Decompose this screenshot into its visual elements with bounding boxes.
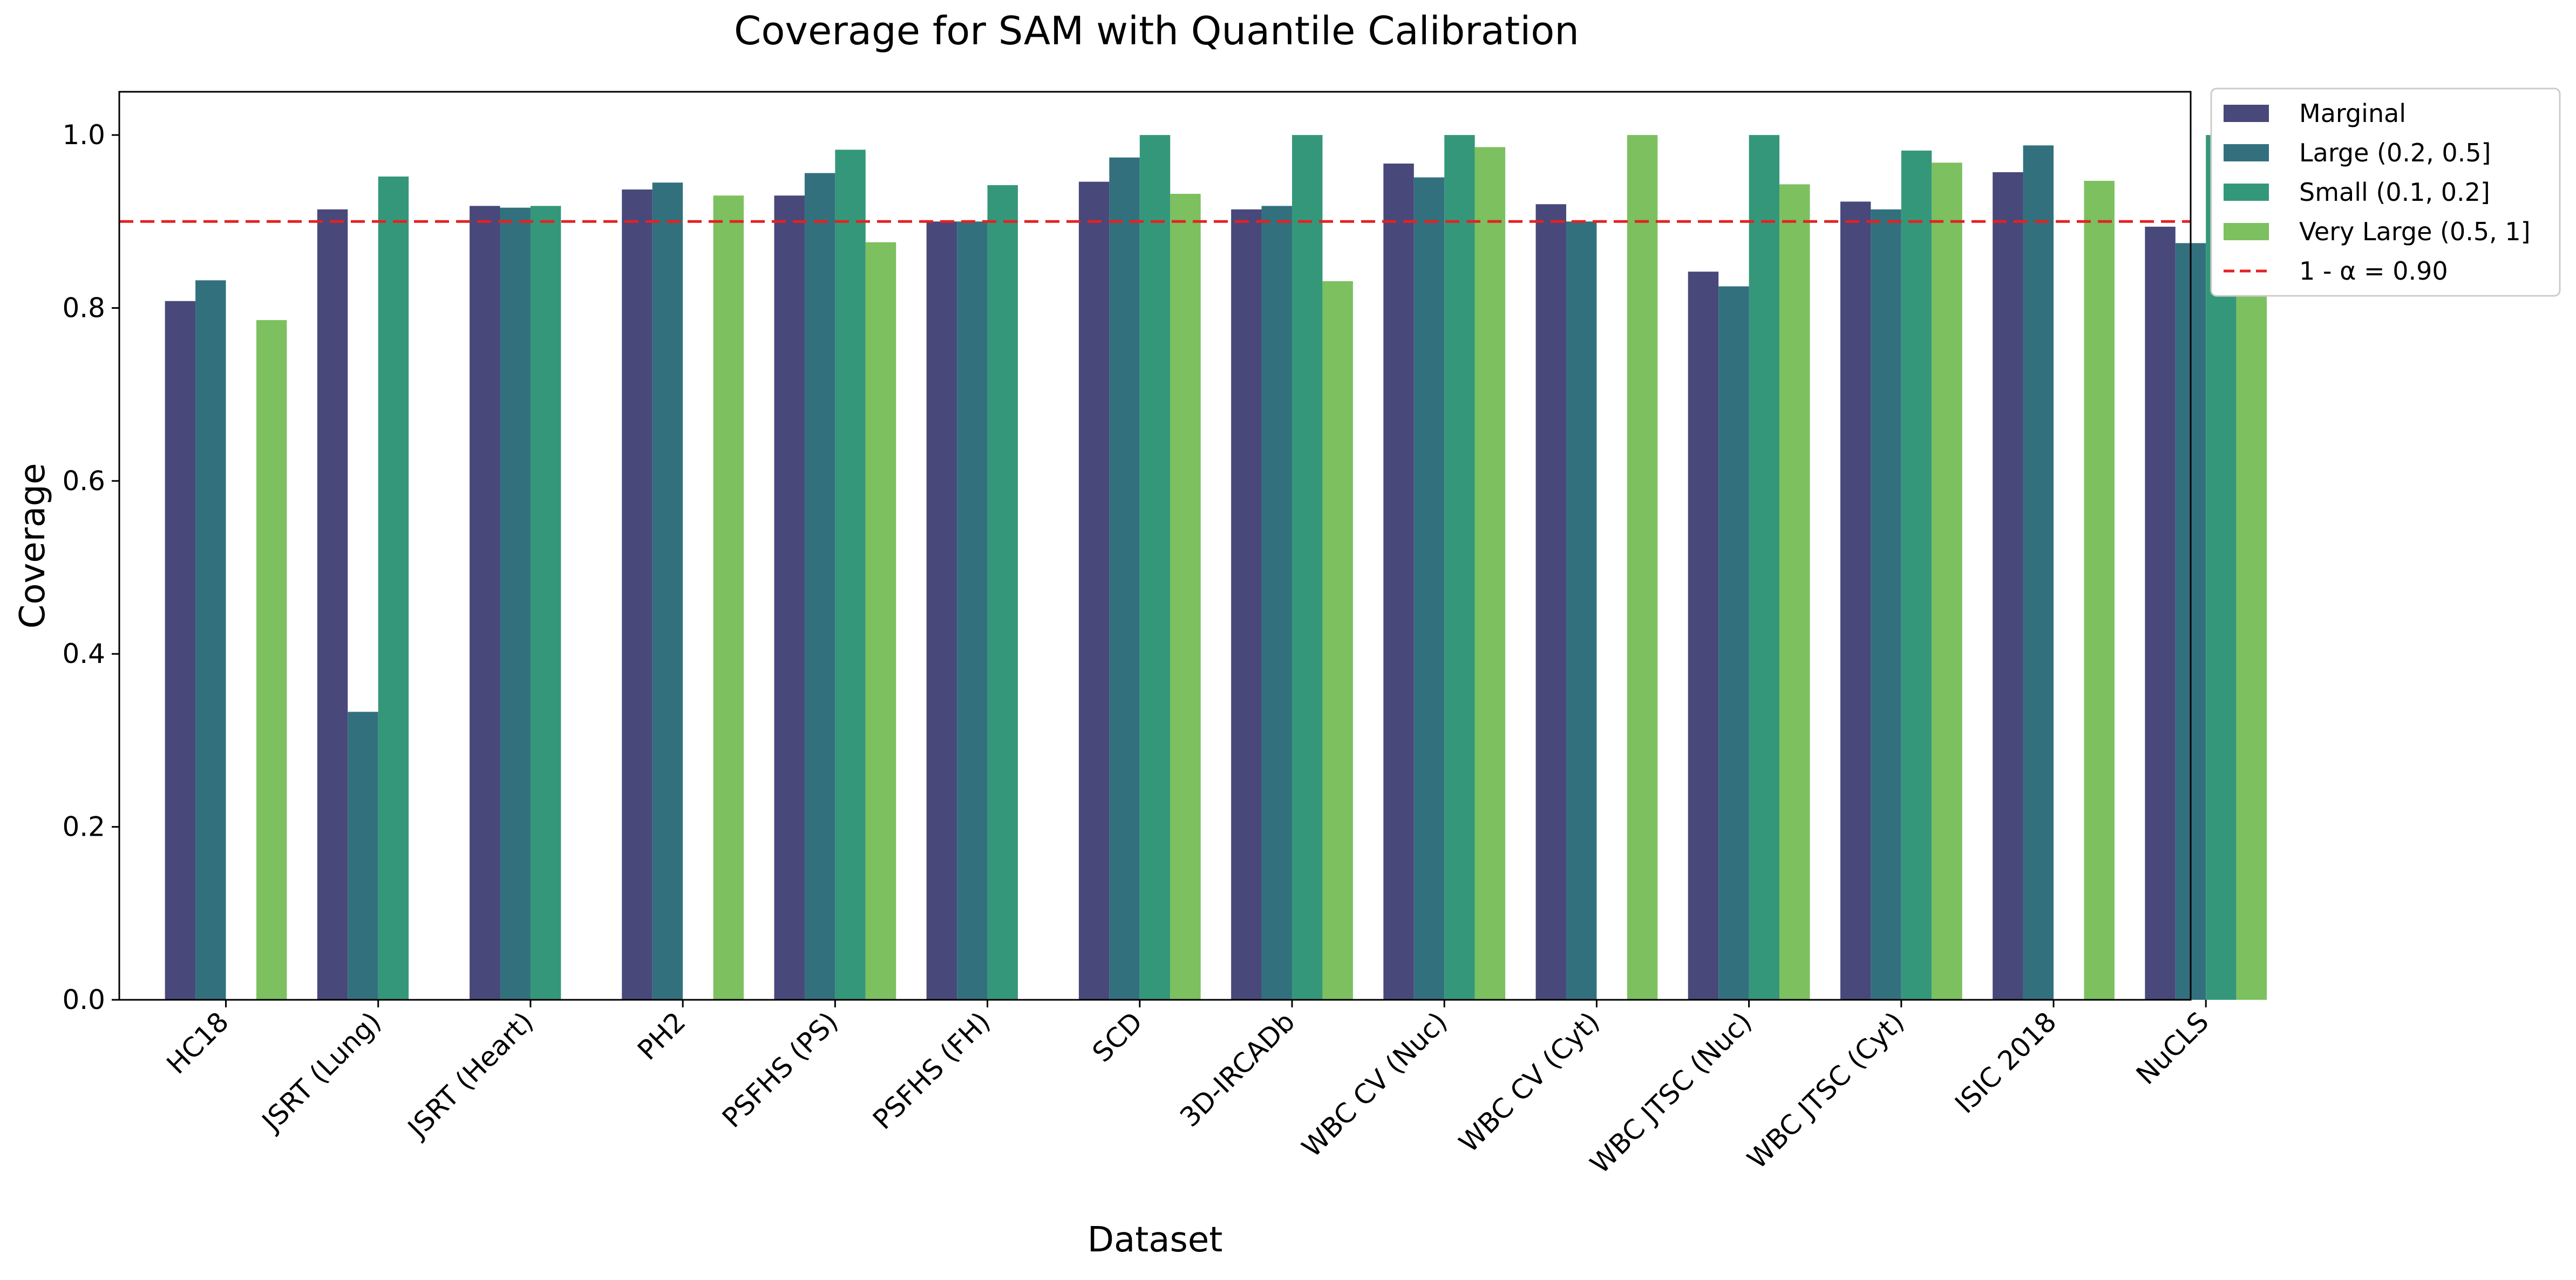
bar-series-3-category-6 bbox=[1170, 194, 1201, 1000]
bar-series-3-category-13 bbox=[2236, 219, 2267, 1000]
bar-series-2-category-11 bbox=[1901, 150, 1932, 1000]
bar-series-1-category-8 bbox=[1413, 177, 1445, 1000]
bar-series-3-category-0 bbox=[256, 320, 287, 1000]
bar-series-1-category-0 bbox=[195, 280, 226, 1000]
bar-series-0-category-3 bbox=[622, 189, 653, 1000]
x-tick-label: WBC CV (Cyt) bbox=[1453, 1006, 1606, 1159]
legend-label: Large (0.2, 0.5] bbox=[2299, 138, 2491, 167]
legend-swatch bbox=[2224, 184, 2269, 201]
bar-series-3-category-10 bbox=[1779, 184, 1810, 1000]
bar-series-2-category-7 bbox=[1292, 135, 1323, 1000]
bar-series-2-category-10 bbox=[1749, 135, 1780, 1000]
bar-series-1-category-6 bbox=[1109, 157, 1140, 1000]
x-tick-label: ISIC 2018 bbox=[1949, 1006, 2062, 1119]
x-tick-label: PH2 bbox=[631, 1006, 691, 1066]
bar-series-3-category-3 bbox=[713, 195, 744, 1000]
legend-swatch bbox=[2224, 105, 2269, 122]
x-tick-label: SCD bbox=[1086, 1006, 1148, 1068]
plot-frame bbox=[118, 91, 2192, 1001]
bar-series-0-category-12 bbox=[1993, 172, 2023, 1000]
legend-label: 1 - α = 0.90 bbox=[2299, 256, 2448, 286]
legend-label: Very Large (0.5, 1] bbox=[2299, 217, 2531, 246]
bar-series-2-category-1 bbox=[378, 176, 409, 1000]
x-tick-label: WBC JTSC (Nuc) bbox=[1584, 1006, 1758, 1180]
bar-series-0-category-2 bbox=[470, 206, 500, 1000]
y-tick-label: 1.0 bbox=[62, 119, 105, 151]
x-tick-label: 3D-IRCADb bbox=[1174, 1006, 1301, 1133]
bar-series-0-category-9 bbox=[1535, 204, 1566, 1000]
bar-series-1-category-1 bbox=[348, 712, 378, 1000]
bar-series-0-category-7 bbox=[1231, 209, 1262, 1000]
bar-series-1-category-9 bbox=[1566, 221, 1597, 1000]
bar-series-0-category-4 bbox=[774, 195, 805, 1000]
bar-series-2-category-5 bbox=[987, 185, 1018, 1000]
bar-series-3-category-7 bbox=[1322, 281, 1353, 1000]
bar-series-0-category-11 bbox=[1840, 201, 1871, 1000]
bar-series-2-category-4 bbox=[835, 150, 866, 1000]
bar-series-1-category-11 bbox=[1871, 209, 1901, 1000]
y-axis: 0.0 0.2 0.4 0.6 0.8 1.0 bbox=[62, 119, 119, 1015]
bar-series-1-category-5 bbox=[957, 221, 988, 1000]
legend-label: Small (0.1, 0.2] bbox=[2299, 178, 2490, 207]
legend-frame bbox=[2210, 87, 2561, 297]
x-axis-label: Dataset bbox=[1088, 1220, 1223, 1260]
bar-series-2-category-8 bbox=[1444, 135, 1475, 1000]
bar-series-1-category-4 bbox=[804, 173, 835, 1000]
bar-series-3-category-4 bbox=[865, 242, 896, 1000]
bar-series-3-category-8 bbox=[1474, 147, 1506, 1000]
bar-series-1-category-2 bbox=[500, 207, 531, 1000]
y-tick-label: 0.8 bbox=[62, 292, 105, 323]
bar-series-3-category-12 bbox=[2084, 180, 2115, 1000]
bar-series-0-category-10 bbox=[1688, 272, 1719, 1000]
legend-label: Marginal bbox=[2299, 99, 2406, 128]
bar-series-3-category-11 bbox=[1932, 162, 1962, 1000]
y-axis-label: Coverage bbox=[13, 463, 53, 629]
bar-series-0-category-6 bbox=[1078, 181, 1110, 1000]
bar-series-1-category-10 bbox=[1718, 286, 1749, 1000]
y-tick-label: 0.6 bbox=[62, 465, 105, 497]
y-tick-label: 0.4 bbox=[62, 638, 105, 669]
legend-swatch bbox=[2224, 223, 2269, 240]
bar-series-2-category-2 bbox=[530, 206, 561, 1000]
x-tick-label: NuCLS bbox=[2130, 1006, 2215, 1091]
x-tick-label: PSFHS (PS) bbox=[716, 1006, 844, 1134]
x-tick-label: WBC JTSC (Cyt) bbox=[1741, 1006, 1910, 1175]
bar-series-1-category-12 bbox=[2023, 145, 2054, 1000]
x-axis: HC18 JSRT (Lung) JSRT (Heart) PH2 PSFHS (PS)… bbox=[161, 1000, 2215, 1180]
bar-series-2-category-6 bbox=[1139, 135, 1171, 1000]
bar-series-0-category-8 bbox=[1383, 163, 1414, 1000]
legend: Marginal Large (0.2, 0.5] Small (0.1, 0.2]… bbox=[2210, 87, 2561, 297]
bar-series-3-category-9 bbox=[1627, 135, 1658, 1000]
x-tick-label: PSFHS (FH) bbox=[867, 1006, 996, 1135]
bars-layer bbox=[165, 135, 2267, 1000]
bar-series-0-category-1 bbox=[317, 209, 348, 1000]
bar-series-1-category-3 bbox=[652, 182, 683, 1000]
bar-series-0-category-13 bbox=[2145, 226, 2176, 1000]
legend-swatch bbox=[2224, 144, 2269, 161]
x-tick-label: JSRT (Heart) bbox=[401, 1006, 540, 1144]
chart-title: Coverage for SAM with Quantile Calibrati… bbox=[734, 8, 1579, 53]
x-tick-label: HC18 bbox=[161, 1006, 235, 1080]
x-tick-label: WBC CV (Nuc) bbox=[1296, 1006, 1453, 1163]
bar-series-1-category-7 bbox=[1261, 206, 1292, 1000]
y-tick-label: 0.0 bbox=[62, 984, 105, 1015]
bar-series-0-category-5 bbox=[926, 221, 957, 1000]
y-tick-label: 0.2 bbox=[62, 811, 105, 843]
x-tick-label: JSRT (Lung) bbox=[255, 1006, 387, 1138]
bar-series-0-category-0 bbox=[165, 301, 196, 1000]
